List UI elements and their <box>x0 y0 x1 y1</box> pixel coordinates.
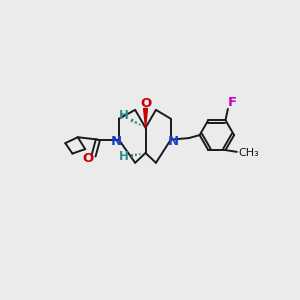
Text: N: N <box>168 135 179 148</box>
Polygon shape <box>144 108 148 128</box>
Text: F: F <box>227 97 237 110</box>
Text: H: H <box>118 150 128 163</box>
Text: CH₃: CH₃ <box>238 148 259 158</box>
Text: H: H <box>118 109 128 122</box>
Text: O: O <box>141 97 152 110</box>
Text: N: N <box>111 135 122 148</box>
Text: O: O <box>82 152 93 165</box>
